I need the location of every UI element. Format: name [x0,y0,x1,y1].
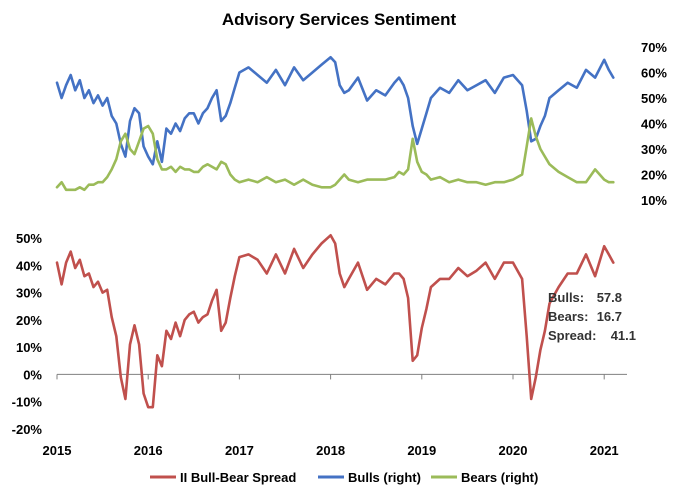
legend: II Bull-Bear Spread Bulls (right) Bears … [150,470,538,485]
y-tick-label-left: 30% [16,286,42,301]
y-tick-label-left: 40% [16,258,42,273]
legend-label-bears: Bears (right) [461,470,538,485]
spread-value: 41.1 [611,328,636,343]
x-tick-label: 2017 [225,443,254,458]
series-line-bulls-right [55,55,615,166]
legend-item-spread: II Bull-Bear Spread [150,470,296,485]
x-tick-label: 2021 [590,443,619,458]
legend-label-spread: II Bull-Bear Spread [180,470,296,485]
bulls-label: Bulls: [548,290,584,305]
chart-title: Advisory Services Sentiment [222,10,457,29]
top-series-group [55,55,615,192]
top-axis-group: 10% 20% 30% 40% 50% 60% 70% [641,40,667,208]
latest-readings-annotation: Bulls: 57.8 Bears: 16.7 Spread: 41.1 [548,290,636,343]
bottom-axis-group: -20% -10% 0% 10% 20% 30% 40% 50% 2015 2016 2017 201… [12,231,627,458]
bears-value: 16.7 [597,309,622,324]
y-tick-label-right: 60% [641,66,667,81]
series-line-bears-right [55,117,615,192]
y-tick-label-left: -20% [12,422,43,437]
y-tick-label-left: -10% [12,395,43,410]
bottom-series-group [55,234,615,409]
legend-item-bulls: Bulls (right) [318,470,421,485]
x-tick-label: 2019 [407,443,436,458]
y-tick-label-left: 10% [16,340,42,355]
series-line-ii-bull-bear-spread [55,234,615,409]
y-tick-label-left: 50% [16,231,42,246]
y-tick-label-right: 40% [641,117,667,132]
legend-label-bulls: Bulls (right) [348,470,421,485]
x-tick-label: 2020 [499,443,528,458]
legend-item-bears: Bears (right) [431,470,538,485]
y-tick-label-right: 50% [641,91,667,106]
x-tick-label: 2015 [43,443,72,458]
x-tick-label: 2018 [316,443,345,458]
x-tick-label: 2016 [134,443,163,458]
y-tick-label-left: 0% [23,367,42,382]
y-tick-label-right: 20% [641,168,667,183]
y-tick-label-right: 30% [641,142,667,157]
y-tick-label-right: 70% [641,40,667,55]
y-tick-label-left: 20% [16,313,42,328]
spread-label: Spread: [548,328,596,343]
bulls-value: 57.8 [597,290,622,305]
y-tick-label-right: 10% [641,193,667,208]
bears-label: Bears: [548,309,588,324]
